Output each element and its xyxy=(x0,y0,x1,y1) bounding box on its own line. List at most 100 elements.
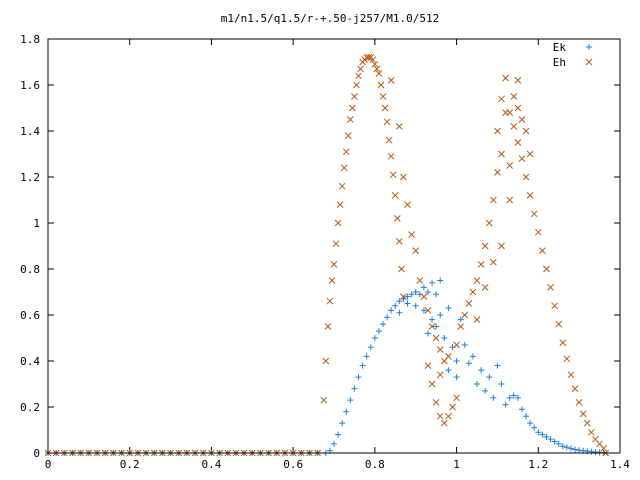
data-point-eh xyxy=(481,284,489,291)
data-point-ek xyxy=(531,424,538,431)
data-point-ek xyxy=(420,307,427,314)
legend: Ek Eh xyxy=(553,41,593,69)
data-point-ek xyxy=(404,300,411,307)
data-point-eh xyxy=(485,219,493,227)
data-point-eh xyxy=(457,323,465,330)
data-point-eh xyxy=(473,316,481,323)
data-point-ek xyxy=(441,335,448,341)
data-point-ek xyxy=(437,277,444,284)
data-point-ek xyxy=(408,291,415,298)
data-point-eh xyxy=(336,201,344,208)
data-point-eh xyxy=(477,261,485,268)
data-point-eh xyxy=(424,362,432,369)
data-point-eh xyxy=(424,307,432,314)
data-point-eh xyxy=(575,399,583,406)
data-point-eh xyxy=(498,150,505,158)
data-point-eh xyxy=(481,242,489,250)
legend-markers xyxy=(585,44,593,66)
data-point-eh xyxy=(514,104,522,112)
y-tick-label: 0.8 xyxy=(20,263,40,276)
x-tick-label: 0.8 xyxy=(365,458,385,471)
data-point-eh xyxy=(436,371,444,379)
data-point-ek xyxy=(469,353,476,360)
data-point-ek xyxy=(563,444,570,451)
data-point-eh xyxy=(469,288,477,296)
data-point-eh xyxy=(559,339,567,346)
data-point-eh xyxy=(526,150,534,158)
data-point-ek xyxy=(482,387,489,394)
y-tick-label: 0 xyxy=(33,447,40,460)
data-point-eh xyxy=(387,77,395,84)
data-point-ek xyxy=(486,374,493,381)
data-point-eh xyxy=(510,123,518,130)
data-point-eh xyxy=(449,403,456,411)
legend-label-eh: Eh xyxy=(553,56,566,69)
data-point-ek xyxy=(437,312,444,318)
data-point-ek xyxy=(457,316,464,323)
data-point-ek xyxy=(371,335,378,341)
data-point-ek xyxy=(433,291,440,298)
data-point-ek xyxy=(551,438,558,445)
data-point-ek xyxy=(396,309,403,316)
x-tick-label: 1 xyxy=(453,458,460,471)
data-point-eh xyxy=(432,334,440,342)
data-point-eh xyxy=(506,162,514,169)
data-point-ek xyxy=(375,328,382,335)
data-point-eh xyxy=(416,277,424,284)
data-point-eh xyxy=(355,72,362,80)
data-point-eh xyxy=(428,323,436,330)
data-point-eh xyxy=(326,297,334,305)
y-tick-label: 1.2 xyxy=(20,171,40,184)
data-point-eh xyxy=(357,65,364,73)
data-point-ek xyxy=(355,374,362,381)
data-point-eh xyxy=(494,127,501,135)
data-point-eh xyxy=(510,93,518,100)
x-tick-label: 0.2 xyxy=(120,458,140,471)
data-point-eh xyxy=(428,380,436,388)
data-point-ek xyxy=(429,279,436,286)
legend-marker-eh xyxy=(585,58,593,66)
y-tick-label: 0.6 xyxy=(20,309,40,322)
data-point-ek xyxy=(388,307,395,314)
data-point-ek xyxy=(433,323,440,330)
data-point-ek xyxy=(453,374,460,381)
data-point-eh xyxy=(436,412,444,420)
data-point-eh xyxy=(320,396,328,404)
data-point-eh xyxy=(373,65,381,73)
data-point-eh xyxy=(547,284,554,291)
data-point-eh xyxy=(400,293,407,300)
data-point-eh xyxy=(489,258,497,266)
data-point-eh xyxy=(571,385,579,392)
data-point-eh xyxy=(588,428,595,436)
data-point-ek xyxy=(461,341,468,348)
data-point-eh xyxy=(365,54,373,61)
data-point-ek xyxy=(555,440,562,447)
y-tick-label: 1.8 xyxy=(20,33,40,46)
data-point-ek xyxy=(498,381,505,387)
data-point-eh xyxy=(344,132,352,139)
data-point-eh xyxy=(453,341,460,349)
data-point-eh xyxy=(377,81,385,89)
y-tick-label: 0.2 xyxy=(20,401,40,414)
data-point-ek xyxy=(453,358,460,364)
data-point-ek xyxy=(527,420,534,427)
data-point-ek xyxy=(396,298,403,305)
data-point-eh xyxy=(381,104,389,112)
data-point-eh xyxy=(340,164,348,172)
series-ek xyxy=(45,277,607,456)
data-point-eh xyxy=(432,399,440,406)
data-point-eh xyxy=(543,265,550,273)
data-point-ek xyxy=(367,344,374,351)
legend-marker-ek xyxy=(586,44,592,50)
data-point-eh xyxy=(502,74,509,82)
data-point-eh xyxy=(514,77,522,84)
data-point-eh xyxy=(494,169,501,176)
data-point-eh xyxy=(522,173,530,181)
data-point-eh xyxy=(353,81,360,89)
data-point-ek xyxy=(363,353,370,360)
data-point-eh xyxy=(371,60,379,68)
data-point-ek xyxy=(523,413,530,420)
data-point-eh xyxy=(398,265,405,273)
data-point-eh xyxy=(555,320,563,328)
